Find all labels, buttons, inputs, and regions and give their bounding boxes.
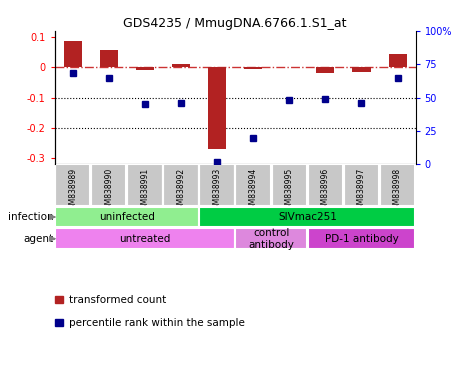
Bar: [244, 67, 262, 69]
Bar: [389, 55, 407, 67]
FancyBboxPatch shape: [272, 164, 307, 206]
FancyBboxPatch shape: [55, 164, 90, 206]
FancyBboxPatch shape: [200, 207, 415, 227]
FancyBboxPatch shape: [308, 228, 415, 249]
Text: GSM838992: GSM838992: [177, 168, 185, 214]
FancyBboxPatch shape: [344, 164, 379, 206]
Bar: [136, 67, 154, 70]
FancyBboxPatch shape: [163, 164, 199, 206]
Text: GSM838990: GSM838990: [104, 168, 113, 214]
FancyBboxPatch shape: [236, 164, 271, 206]
FancyBboxPatch shape: [236, 228, 307, 249]
FancyBboxPatch shape: [55, 228, 235, 249]
Title: GDS4235 / MmugDNA.6766.1.S1_at: GDS4235 / MmugDNA.6766.1.S1_at: [124, 17, 347, 30]
Text: GSM838989: GSM838989: [68, 168, 77, 214]
Text: uninfected: uninfected: [99, 212, 155, 222]
Text: GSM838998: GSM838998: [393, 168, 402, 214]
FancyBboxPatch shape: [55, 207, 199, 227]
Text: untreated: untreated: [119, 234, 171, 244]
Text: GSM838997: GSM838997: [357, 168, 366, 214]
Bar: [280, 66, 298, 67]
Bar: [316, 67, 334, 73]
Text: SIVmac251: SIVmac251: [278, 212, 337, 222]
Text: GSM838994: GSM838994: [249, 168, 257, 214]
FancyBboxPatch shape: [380, 164, 415, 206]
FancyBboxPatch shape: [200, 164, 235, 206]
Text: infection: infection: [8, 212, 54, 222]
Text: transformed count: transformed count: [69, 295, 166, 305]
Text: PD-1 antibody: PD-1 antibody: [324, 234, 399, 244]
Bar: [100, 50, 118, 67]
Bar: [64, 41, 82, 67]
Text: control
antibody: control antibody: [248, 228, 294, 250]
Text: agent: agent: [24, 234, 54, 244]
Text: GSM838993: GSM838993: [213, 168, 221, 214]
Bar: [352, 67, 370, 72]
Text: percentile rank within the sample: percentile rank within the sample: [69, 318, 245, 328]
FancyBboxPatch shape: [127, 164, 162, 206]
Text: GSM838995: GSM838995: [285, 168, 294, 214]
Bar: [172, 63, 190, 67]
Text: GSM838996: GSM838996: [321, 168, 330, 214]
Text: GSM838991: GSM838991: [141, 168, 149, 214]
Bar: [208, 67, 226, 149]
FancyBboxPatch shape: [308, 164, 343, 206]
FancyBboxPatch shape: [91, 164, 126, 206]
